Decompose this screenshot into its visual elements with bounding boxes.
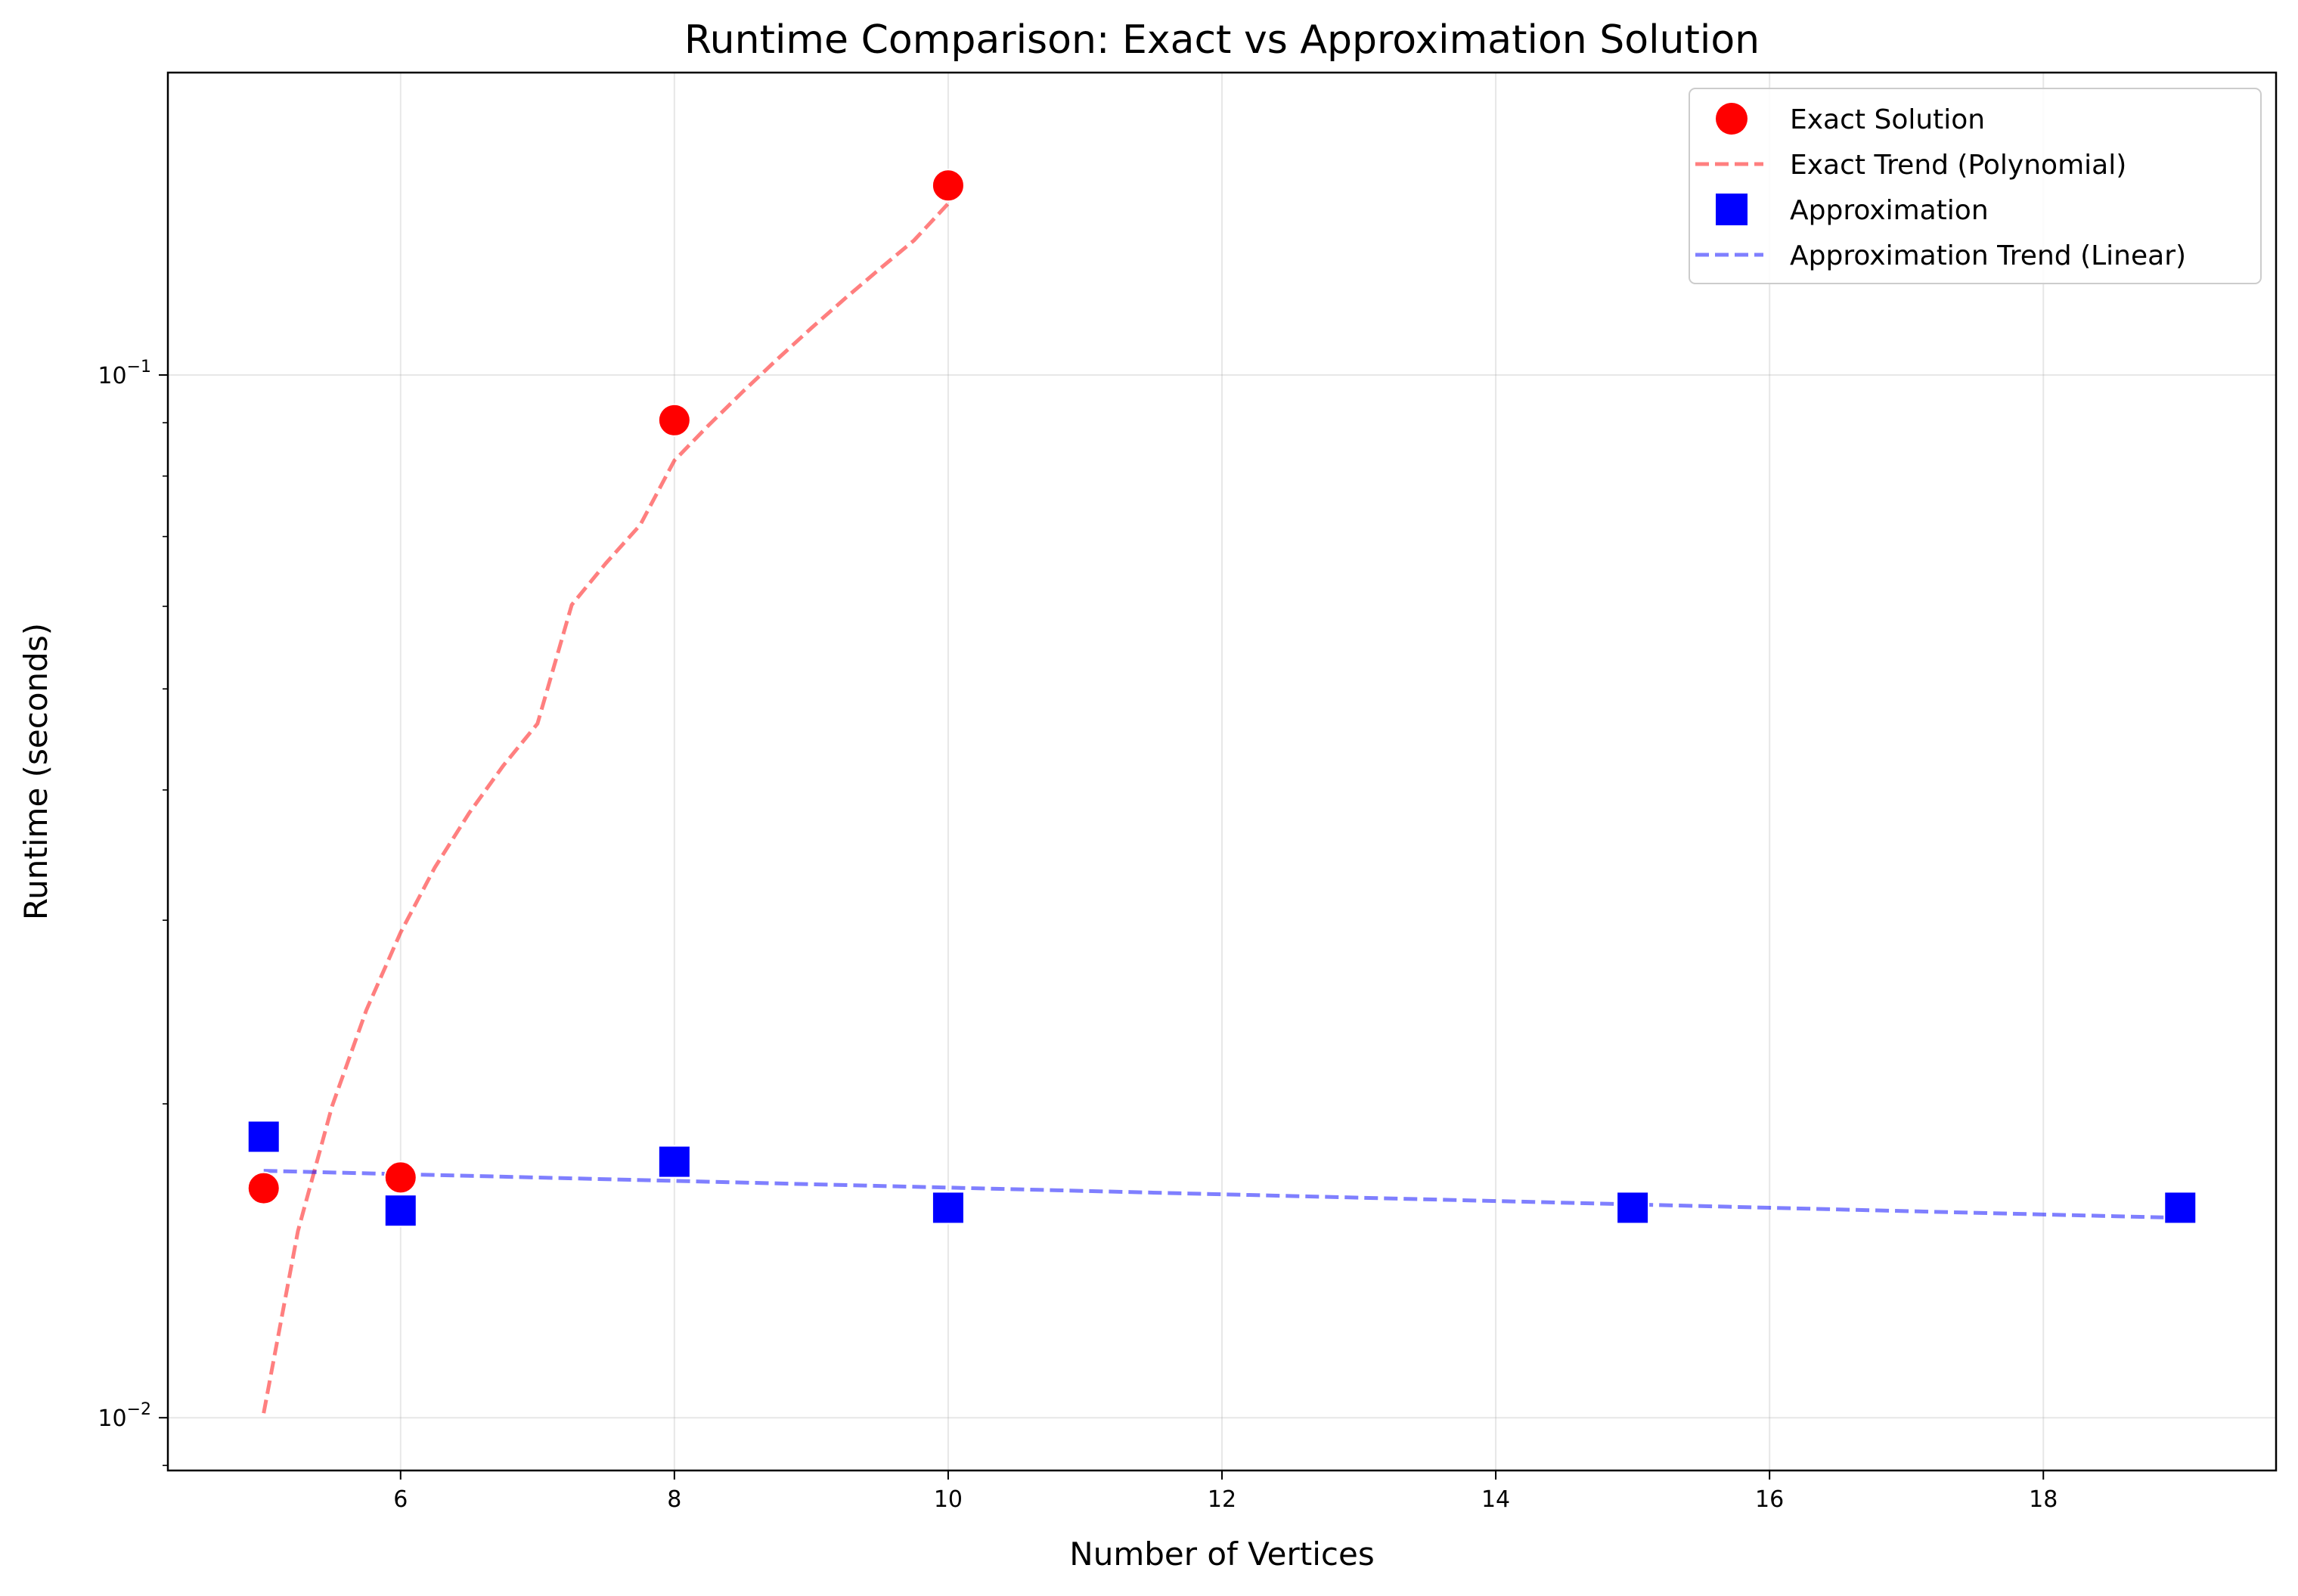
trend-line <box>262 202 950 1414</box>
legend-label: Approximation <box>1790 195 1989 226</box>
data-point-exact <box>657 403 691 437</box>
x-tick-label: 18 <box>2029 1486 2058 1513</box>
legend: Exact Solution Exact Trend (Polynomial) Ap… <box>1689 88 2262 284</box>
x-tick-label: 12 <box>1208 1486 1236 1513</box>
data-point-approximation <box>657 1145 691 1179</box>
data-markers <box>247 169 2197 1228</box>
data-point-approximation <box>2163 1191 2197 1225</box>
data-point-approximation <box>931 1191 965 1225</box>
legend-label: Exact Solution <box>1790 104 1985 135</box>
trend-line <box>263 1169 2181 1220</box>
x-tick-label: 16 <box>1755 1486 1784 1513</box>
data-point-approximation <box>247 1120 281 1154</box>
x-tick-label: 10 <box>934 1486 963 1513</box>
data-point-exact <box>247 1171 281 1205</box>
data-point-exact <box>931 169 965 203</box>
legend-label: Approximation Trend (Linear) <box>1790 240 2186 271</box>
x-axis-title: Number of Vertices <box>1069 1536 1374 1573</box>
y-tick-label: 10−2 <box>98 1400 151 1432</box>
trend-lines <box>262 202 2181 1414</box>
y-tick-label: 10−1 <box>98 358 151 389</box>
x-tick-label: 6 <box>393 1486 408 1513</box>
data-point-approximation <box>383 1194 417 1228</box>
legend-marker-square <box>1716 194 1748 225</box>
data-point-approximation <box>1616 1191 1650 1225</box>
chart-title: Runtime Comparison: Exact vs Approximati… <box>684 17 1760 63</box>
grid <box>168 73 2276 1470</box>
legend-marker-circle <box>1716 103 1748 135</box>
x-tick-label: 14 <box>1481 1486 1510 1513</box>
legend-box <box>1689 88 2262 284</box>
y-axis-title: Runtime (seconds) <box>17 623 54 920</box>
data-point-exact <box>383 1161 417 1195</box>
legend-label: Exact Trend (Polynomial) <box>1790 150 2126 181</box>
x-axis: 6 8 10 12 14 16 18 <box>393 1470 2058 1513</box>
y-axis: 10−2 10−1 <box>98 358 168 1467</box>
x-tick-label: 8 <box>667 1486 681 1513</box>
